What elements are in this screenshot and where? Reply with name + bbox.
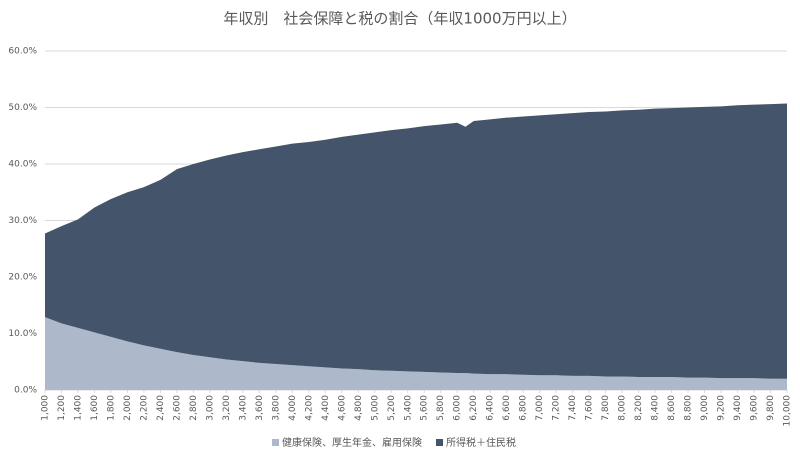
x-tick-label: 6,800 bbox=[519, 395, 529, 421]
x-tick-label: 7,000 bbox=[535, 395, 545, 421]
x-tick-label: 5,400 bbox=[403, 395, 413, 421]
x-tick-label: 1,800 bbox=[106, 395, 116, 421]
x-tick-label: 2,800 bbox=[189, 395, 199, 421]
x-tick-label: 8,600 bbox=[667, 395, 677, 421]
x-tick-label: 5,000 bbox=[370, 395, 380, 421]
x-tick-label: 3,200 bbox=[222, 395, 232, 421]
x-tick-label: 6,400 bbox=[486, 395, 496, 421]
x-tick-label: 3,600 bbox=[255, 395, 265, 421]
x-tick-label: 3,000 bbox=[205, 395, 215, 421]
area bbox=[45, 317, 787, 390]
y-tick-label: 60.0% bbox=[8, 47, 37, 57]
x-tick-label: 7,400 bbox=[568, 395, 578, 421]
x-tick-label: 4,200 bbox=[304, 395, 314, 421]
x-tick-label: 7,600 bbox=[585, 395, 595, 421]
x-tick-label: 2,600 bbox=[172, 395, 182, 421]
x-tick-label: 4,600 bbox=[337, 395, 347, 421]
x-tick-label: 7,800 bbox=[601, 395, 611, 421]
x-tick-label: 2,200 bbox=[139, 395, 149, 421]
x-tick-label: 6,600 bbox=[502, 395, 512, 421]
x-tick-label: 5,600 bbox=[420, 395, 430, 421]
y-tick-label: 10.0% bbox=[8, 329, 37, 339]
x-tick-label: 8,800 bbox=[684, 395, 694, 421]
area bbox=[45, 103, 787, 379]
x-tick-label: 4,400 bbox=[321, 395, 331, 421]
legend-swatch bbox=[436, 439, 443, 446]
x-tick-label: 2,400 bbox=[156, 395, 166, 421]
x-tick-label: 9,400 bbox=[733, 395, 743, 421]
x-tick-label: 9,200 bbox=[717, 395, 727, 421]
x-tick-label: 8,200 bbox=[634, 395, 644, 421]
x-tick-label: 2,000 bbox=[123, 395, 133, 421]
y-tick-label: 0.0% bbox=[14, 386, 37, 396]
x-tick-label: 1,400 bbox=[73, 395, 83, 421]
x-tick-label: 1,200 bbox=[57, 395, 67, 421]
x-tick-label: 8,000 bbox=[618, 395, 628, 421]
x-tick-label: 3,400 bbox=[238, 395, 248, 421]
x-tick-label: 9,000 bbox=[700, 395, 710, 421]
chart-title: 年収別 社会保障と税の割合（年収1000万円以上） bbox=[223, 10, 576, 28]
x-tick-label: 6,200 bbox=[469, 395, 479, 421]
x-tick-label: 8,400 bbox=[651, 395, 661, 421]
y-tick-label: 30.0% bbox=[8, 216, 37, 226]
y-tick-label: 40.0% bbox=[8, 160, 37, 170]
x-tick-label: 5,800 bbox=[436, 395, 446, 421]
x-tick-label: 9,800 bbox=[766, 395, 776, 421]
y-tick-label: 50.0% bbox=[8, 103, 37, 113]
legend-swatch bbox=[272, 439, 279, 446]
x-tick-label: 1,600 bbox=[90, 395, 100, 421]
x-tick-label: 4,000 bbox=[288, 395, 298, 421]
x-tick-label: 3,800 bbox=[271, 395, 281, 421]
x-tick-label: 9,600 bbox=[750, 395, 760, 421]
legend-label: 健康保険、厚生年金、雇用保険 bbox=[282, 436, 422, 449]
x-tick-label: 4,800 bbox=[354, 395, 364, 421]
x-tick-label: 1,000 bbox=[41, 395, 51, 421]
x-tick-label: 10,000 bbox=[783, 395, 793, 427]
x-tick-label: 7,200 bbox=[552, 395, 562, 421]
x-tick-label: 6,000 bbox=[453, 395, 463, 421]
y-tick-label: 20.0% bbox=[8, 273, 37, 283]
legend-label: 所得税＋住民税 bbox=[446, 436, 516, 449]
x-tick-label: 5,200 bbox=[387, 395, 397, 421]
